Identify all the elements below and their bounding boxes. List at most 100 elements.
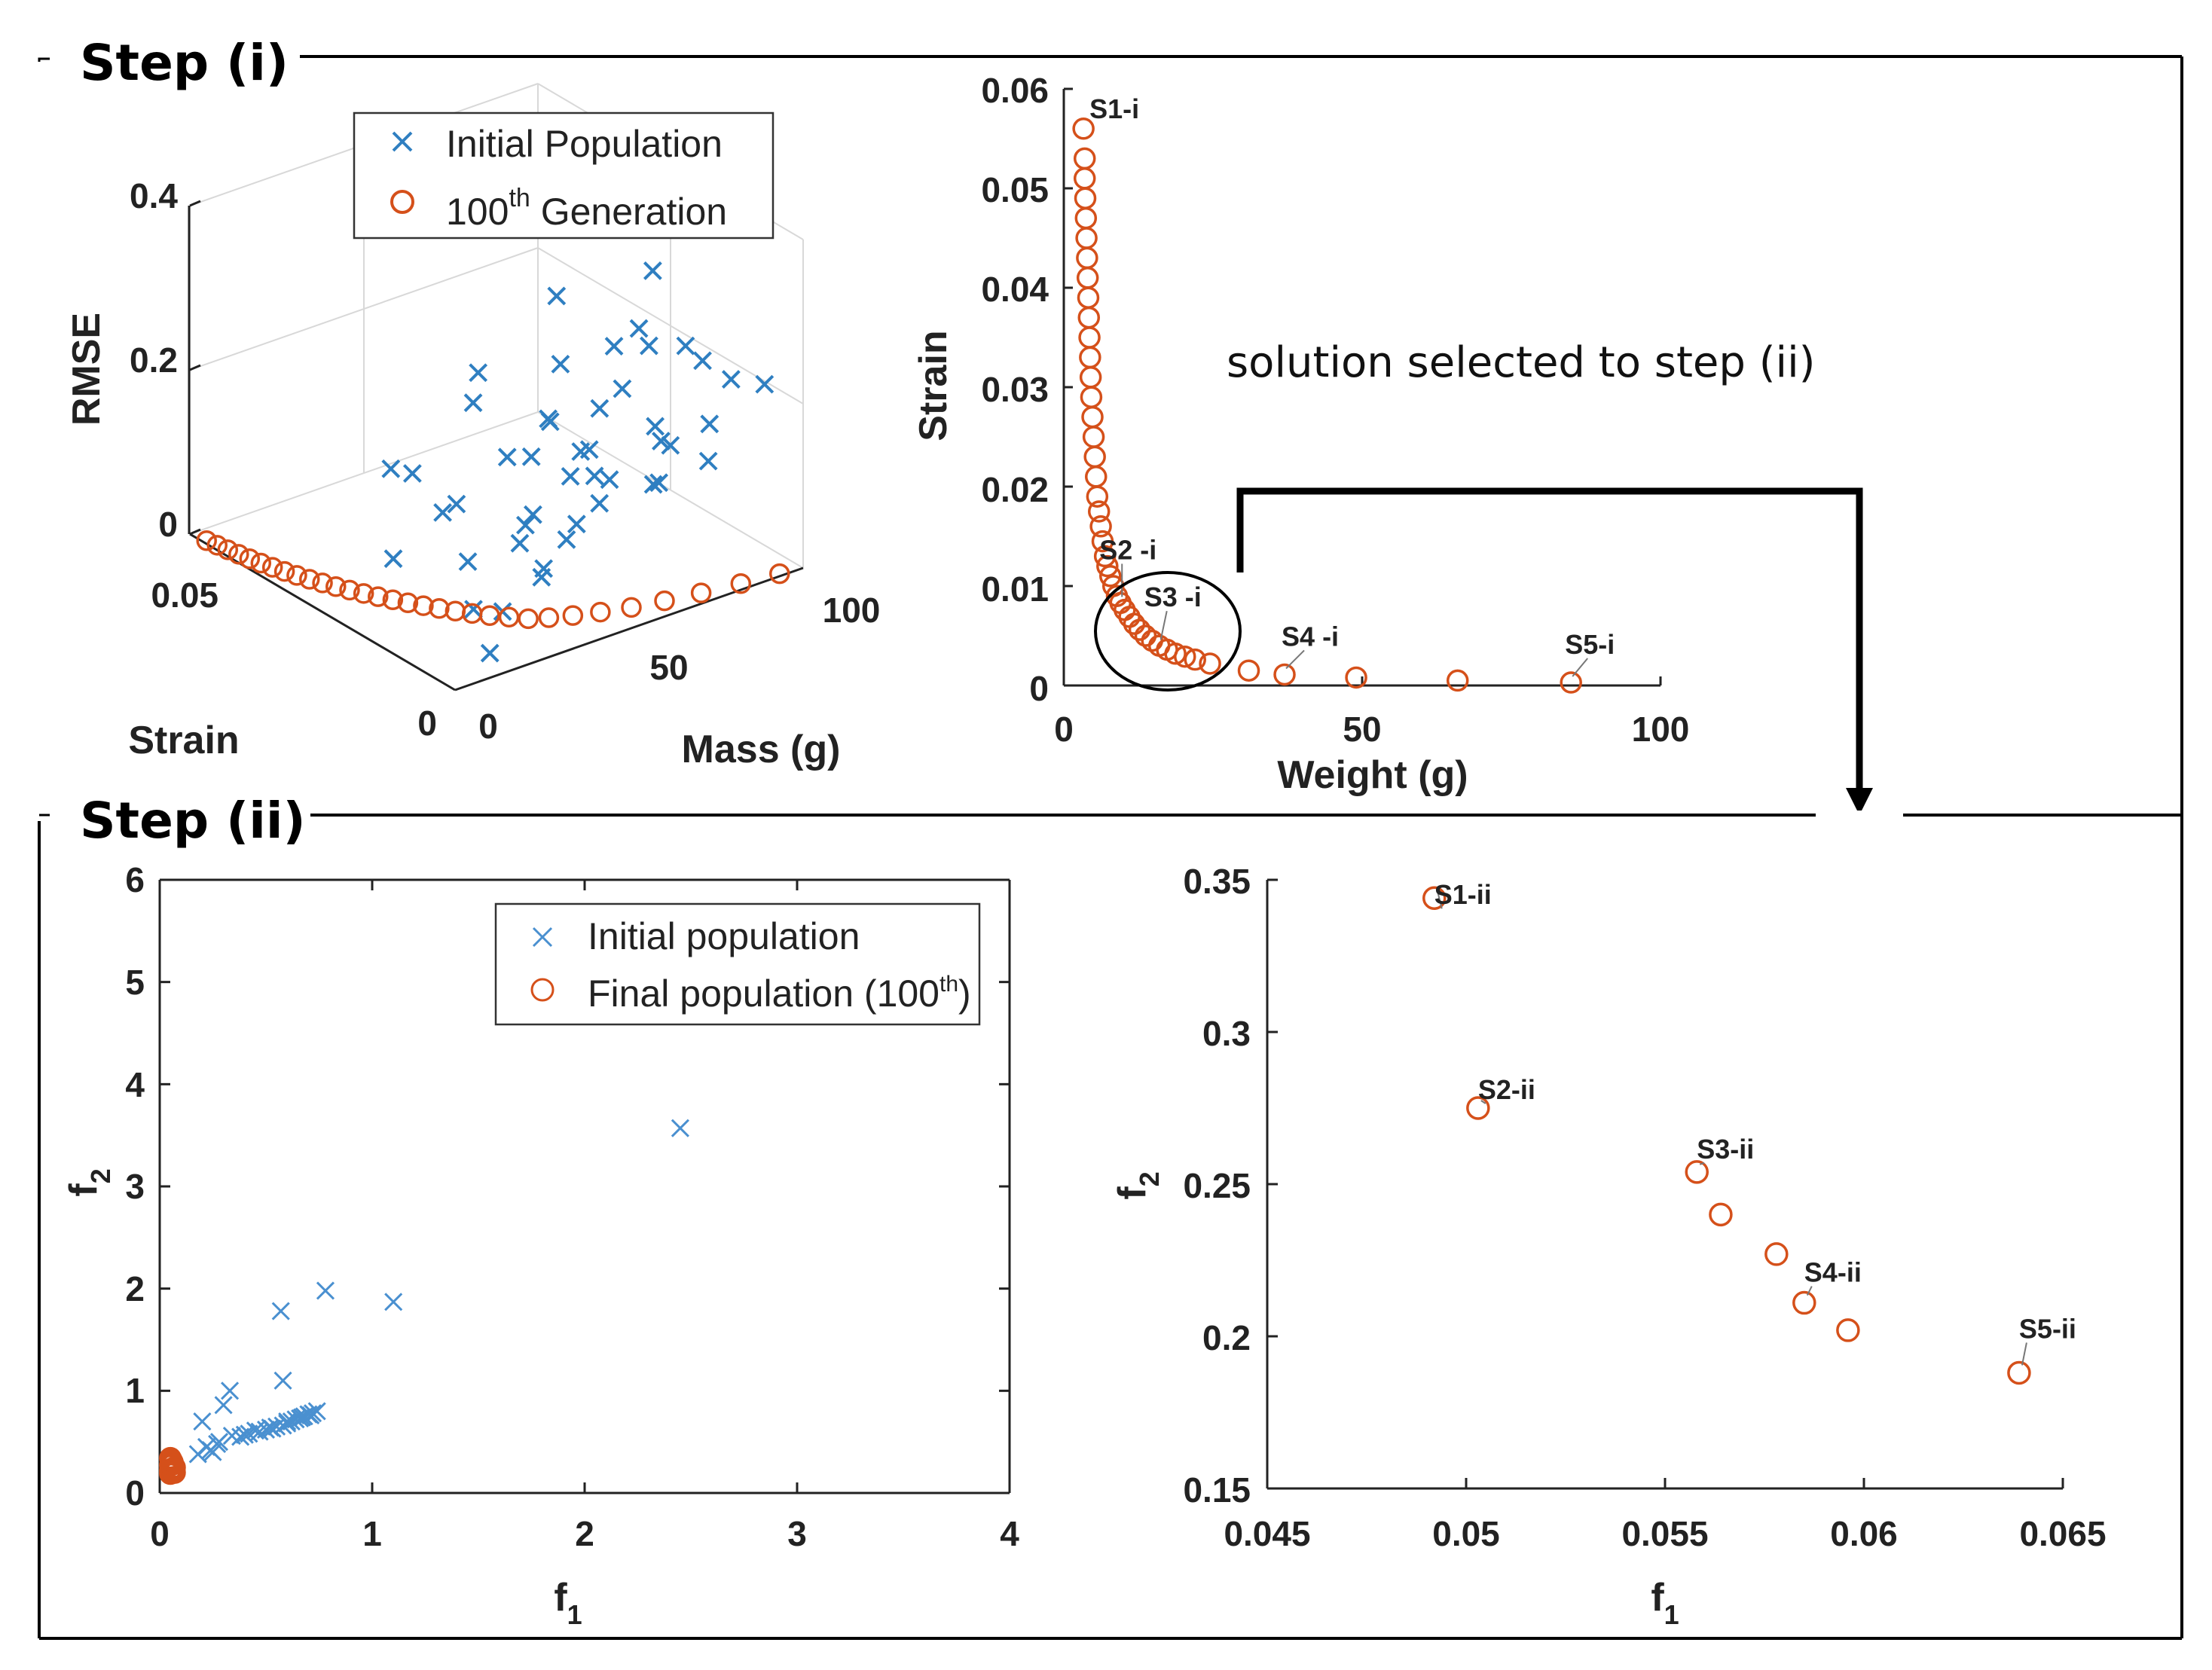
data-point-o [228,544,249,565]
y-tick-label: 0 [417,704,437,743]
z-tick [189,200,201,207]
data-point-o [1091,530,1114,553]
y-axis-label: Strain [128,719,239,762]
y-tick-label: 0.01 [981,569,1049,609]
selection-note: solution selected to step (ii) [1227,338,1816,387]
data-point-o [1076,267,1099,289]
legend-3d: Initial Population 100th Generation [353,111,775,240]
data-point-o [690,582,712,603]
data-point-o [1685,1160,1709,1184]
data-point-x [381,459,401,478]
x-tick-label: 0.065 [2019,1514,2106,1553]
data-point-o [1184,648,1206,671]
z-tick-label: 0.4 [130,176,178,215]
data-point-x [561,466,580,486]
series-initial-population [381,261,775,663]
data-point-x [458,552,478,572]
x-tick-label: 1 [362,1514,382,1553]
data-point-o [160,1449,183,1472]
data-point-x [278,1412,297,1431]
data-point-x [497,447,517,467]
data-point-o [286,565,307,586]
data-point-o [1123,612,1146,635]
data-point-o [1134,624,1157,647]
data-point-x [214,1396,233,1415]
data-point-x [600,470,619,490]
data-point-o [382,589,404,611]
data-point-o [730,572,752,594]
data-point-o [217,539,239,560]
data-point-o [1836,1318,1860,1342]
data-point-o [1083,445,1106,469]
x-tick-label: 0.055 [1621,1514,1708,1553]
data-point-o [1076,246,1098,270]
data-point-o [769,563,790,585]
pareto-ii-axes [1266,878,2064,1490]
legend-label-initial: Initial population [588,915,860,957]
data-point-o [1072,118,1095,140]
y-axis-label-f2: f2 [62,1168,116,1196]
legend-marker-x [392,131,413,152]
y-tick-label: 0.02 [981,470,1049,509]
data-point-x [188,1445,207,1464]
x-axis-label-f1: f1 [1651,1576,1679,1630]
y-tick-label: 0.05 [151,575,218,615]
data-point-x [246,1421,264,1440]
y-axis [189,533,456,692]
selection-ellipse [1094,571,1242,692]
annotation-pointer [1480,1100,1486,1104]
data-point-o [250,552,272,574]
data-point-o [1174,645,1196,668]
data-point-o [239,548,261,569]
scatter-ii-axes [158,878,1011,1494]
y-tick-label: 6 [125,860,145,899]
data-point-x [547,286,567,306]
data-point-x [590,493,610,513]
y-tick-label: 2 [125,1269,145,1308]
x-tick-label: 3 [787,1514,807,1553]
data-point-o [159,1462,182,1485]
data-point-o [273,560,295,582]
data-point-x [384,1293,403,1311]
data-point-x [516,515,535,535]
y-tick-label: 5 [125,963,145,1002]
data-point-x [193,1412,212,1431]
data-point-o [413,595,434,616]
data-point-o [1237,659,1260,682]
annotation-pointer [1159,610,1168,640]
y-tick-label: 0.35 [1183,862,1251,901]
data-point-o [1096,554,1119,578]
step-ii-label: Step (ii) [80,792,306,850]
y-tick-label: 0.2 [1202,1318,1251,1357]
pareto-i-annotations: S1-i S2 -i S3 -i S4 -i S5-i [1089,93,1615,677]
data-point-o [1128,618,1151,641]
y-tick-label: 0 [1029,669,1049,708]
annotation-pointer [1699,1162,1705,1165]
data-point-o [621,597,642,618]
data-point-x [676,336,695,356]
x-tick-label: 0 [478,707,498,746]
data-point-x [402,464,422,483]
data-point-x [267,1417,286,1436]
data-point-o [339,579,360,601]
data-point-x [652,432,671,451]
y-tick-label: 0.15 [1183,1470,1251,1510]
divider-gap [1816,811,1903,820]
data-point-o [1077,306,1101,329]
data-point-o [518,608,539,630]
data-point-o [1199,652,1221,675]
y-tick-label: 0.06 [981,71,1049,110]
data-point-x [571,442,591,461]
x-axis [454,566,804,692]
data-point-o [538,607,560,628]
data-point-o [1709,1202,1733,1227]
data-point-o [1164,643,1187,665]
data-point-x [585,466,604,486]
data-point-x [523,505,542,524]
x-tick-label: 0.05 [1432,1514,1500,1553]
data-point-o [206,535,228,556]
data-point-x [590,398,610,418]
data-point-o [1764,1242,1789,1266]
data-point-x [551,354,570,374]
data-point-o [1082,426,1105,448]
